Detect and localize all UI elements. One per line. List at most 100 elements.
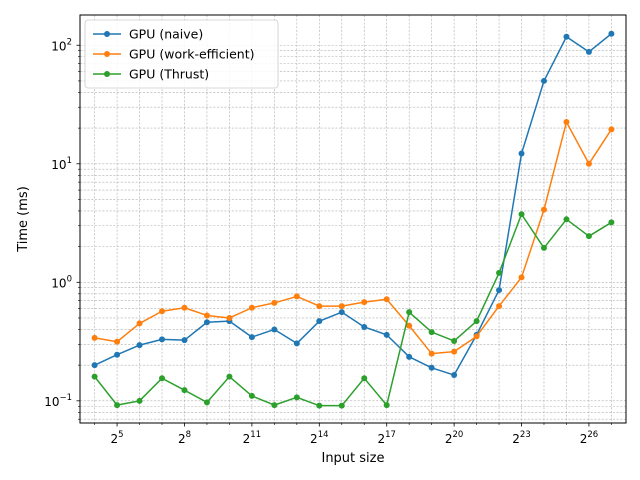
data-point (406, 353, 413, 360)
data-point (271, 402, 278, 409)
data-point (91, 362, 98, 369)
legend-box (84, 19, 279, 89)
legend: GPU (naive) GPU (work-efficient) GPU (Thru… (84, 19, 279, 89)
y-axis-label: Time (ms) (16, 186, 31, 253)
x-tick-label: 28 (178, 430, 191, 446)
data-point (406, 309, 413, 316)
data-point (406, 322, 413, 329)
data-point (136, 397, 143, 404)
data-point (271, 299, 278, 306)
data-point (248, 304, 255, 311)
y-tick-label: 101 (51, 156, 72, 172)
data-point (496, 303, 503, 310)
series-line (94, 213, 612, 407)
data-point (181, 337, 188, 344)
data-point (563, 119, 570, 126)
data-point (518, 211, 525, 218)
data-point (383, 296, 390, 303)
data-point (563, 33, 570, 40)
series-line (94, 121, 613, 355)
plot-area-frame (79, 14, 627, 424)
data-point (383, 331, 390, 338)
data-point (585, 160, 592, 167)
legend-label: GPU (naive) (129, 27, 203, 42)
data-point (428, 350, 435, 357)
x-tick-label: 220 (445, 430, 463, 446)
series-2 (91, 119, 615, 357)
data-point (540, 206, 547, 213)
data-point (203, 312, 210, 319)
data-point (338, 303, 345, 310)
data-point (114, 338, 121, 345)
data-point (451, 348, 458, 355)
legend-label: GPU (work-efficient) (129, 47, 255, 62)
data-point (496, 287, 503, 294)
data-point (159, 336, 166, 343)
data-point (451, 337, 458, 344)
data-point (114, 351, 121, 358)
data-point (316, 303, 323, 310)
data-point (91, 373, 98, 380)
data-point (136, 342, 143, 349)
data-point (361, 323, 368, 330)
data-point (136, 320, 143, 327)
data-point (608, 126, 615, 133)
data-point (293, 394, 300, 401)
data-point (473, 333, 480, 340)
data-point (159, 375, 166, 382)
data-point (226, 314, 233, 321)
y-tick-label: 102 (51, 37, 72, 53)
y-tick-label: 100 (51, 274, 72, 290)
x-tick-label: 211 (243, 430, 261, 446)
data-point (181, 304, 188, 311)
data-point (608, 219, 615, 226)
data-point (518, 274, 525, 281)
data-point (540, 244, 547, 251)
series-3 (91, 211, 615, 409)
x-tick-label: 223 (512, 430, 530, 446)
x-axis-ticks: 25 28 211 214 217 220 223 226 (94, 423, 612, 446)
data-point (248, 334, 255, 341)
data-point (585, 48, 592, 55)
data-point (585, 233, 592, 240)
data-point (114, 402, 121, 409)
legend-label: GPU (Thrust) (129, 67, 209, 82)
x-tick-label: 25 (111, 430, 124, 446)
data-point (473, 318, 480, 325)
data-point (361, 299, 368, 306)
data-point (203, 399, 210, 406)
data-point (316, 402, 323, 409)
data-point (316, 318, 323, 325)
data-point (608, 30, 615, 37)
data-point (361, 375, 368, 382)
data-point (451, 372, 458, 379)
data-point (181, 387, 188, 394)
x-tick-label: 214 (310, 430, 328, 446)
legend-swatch-marker (104, 51, 110, 57)
y-tick-label: 10−1 (44, 393, 72, 409)
data-point (293, 293, 300, 300)
legend-swatch-marker (104, 31, 110, 37)
data-point (293, 340, 300, 347)
y-axis-ticks: 10−1 100 101 102 (44, 37, 80, 420)
data-point (271, 326, 278, 333)
data-point (338, 402, 345, 409)
series-line (94, 33, 612, 376)
data-point (428, 329, 435, 336)
legend-swatch-marker (104, 71, 110, 77)
plot-series (91, 30, 615, 409)
data-point (91, 334, 98, 341)
data-point (540, 77, 547, 84)
x-tick-label: 217 (377, 430, 395, 446)
x-tick-label: 226 (580, 430, 598, 446)
data-point (226, 373, 233, 380)
data-point (338, 309, 345, 316)
data-point (383, 402, 390, 409)
data-point (159, 308, 166, 315)
data-point (248, 392, 255, 399)
x-axis-label: Input size (321, 451, 384, 466)
data-point (428, 364, 435, 371)
data-point (518, 150, 525, 157)
data-point (203, 319, 210, 326)
